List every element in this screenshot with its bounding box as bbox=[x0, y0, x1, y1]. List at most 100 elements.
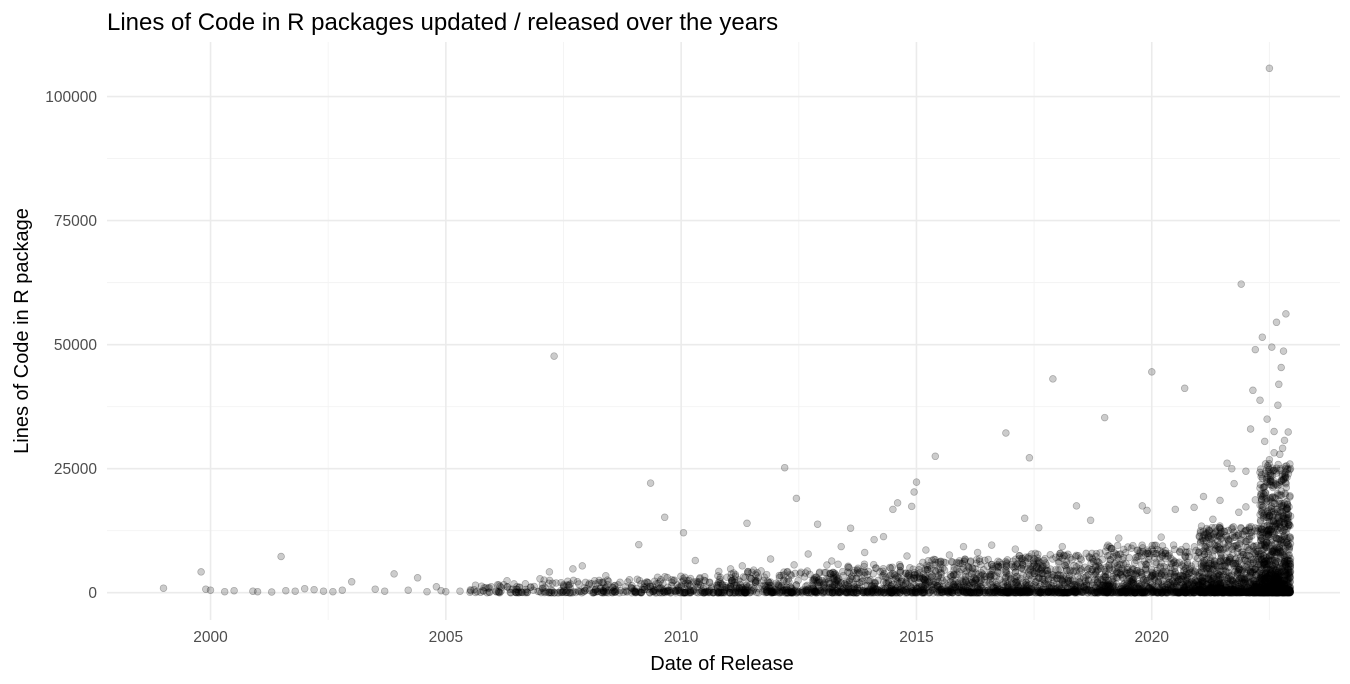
data-point bbox=[571, 588, 580, 597]
data-point bbox=[634, 587, 643, 596]
data-point bbox=[916, 562, 924, 571]
data-point bbox=[220, 587, 229, 596]
data-point bbox=[608, 583, 617, 592]
data-point bbox=[804, 550, 812, 558]
data-point bbox=[628, 588, 636, 597]
data-point bbox=[689, 587, 697, 595]
data-point bbox=[1125, 553, 1133, 562]
data-point bbox=[730, 575, 739, 584]
data-point bbox=[811, 588, 820, 596]
data-point bbox=[482, 583, 490, 592]
data-point bbox=[1245, 545, 1253, 554]
data-point bbox=[646, 588, 654, 597]
data-point bbox=[741, 588, 750, 597]
data-point bbox=[1129, 541, 1137, 550]
data-point bbox=[555, 588, 563, 597]
data-point bbox=[495, 587, 503, 596]
data-point bbox=[1279, 347, 1288, 355]
data-point bbox=[546, 588, 554, 596]
data-point bbox=[659, 579, 667, 588]
data-point bbox=[654, 580, 662, 588]
data-point bbox=[1066, 588, 1074, 596]
data-point bbox=[809, 585, 817, 593]
data-point bbox=[779, 587, 787, 595]
data-point bbox=[709, 588, 718, 597]
data-point bbox=[1272, 318, 1281, 327]
data-point bbox=[1284, 559, 1292, 568]
data-point bbox=[1275, 380, 1283, 389]
data-point bbox=[597, 584, 605, 592]
data-point bbox=[651, 588, 659, 597]
data-point bbox=[685, 580, 693, 588]
data-point bbox=[780, 463, 789, 472]
data-point bbox=[1174, 572, 1183, 580]
data-point bbox=[682, 588, 690, 597]
data-point bbox=[1265, 64, 1274, 73]
x-tick-label: 2010 bbox=[664, 629, 699, 646]
data-point bbox=[752, 571, 760, 580]
data-point bbox=[795, 588, 803, 596]
data-point bbox=[470, 585, 478, 594]
data-point bbox=[485, 584, 494, 592]
data-point bbox=[812, 587, 820, 596]
data-point bbox=[814, 586, 822, 595]
data-point bbox=[1211, 588, 1219, 596]
data-point bbox=[664, 586, 672, 594]
data-point bbox=[628, 581, 636, 590]
data-point bbox=[575, 587, 583, 596]
data-point bbox=[745, 573, 754, 582]
data-point bbox=[698, 588, 707, 597]
data-point bbox=[663, 588, 672, 596]
data-point bbox=[1158, 542, 1167, 550]
data-point bbox=[1019, 565, 1028, 574]
y-tick-label: 50000 bbox=[54, 337, 97, 354]
data-point bbox=[676, 588, 685, 597]
data-point bbox=[206, 586, 215, 594]
data-point bbox=[769, 588, 777, 596]
data-point bbox=[700, 583, 708, 591]
data-point bbox=[666, 588, 675, 597]
data-point bbox=[787, 588, 795, 597]
data-point bbox=[1281, 478, 1290, 487]
data-point bbox=[494, 587, 502, 596]
data-point bbox=[599, 586, 607, 595]
data-point bbox=[1215, 533, 1224, 541]
data-point bbox=[559, 581, 568, 589]
data-point bbox=[662, 587, 671, 596]
data-point bbox=[442, 587, 450, 596]
data-point bbox=[764, 577, 772, 585]
data-point bbox=[683, 576, 691, 585]
data-point bbox=[647, 585, 655, 593]
data-point bbox=[595, 578, 603, 587]
data-point bbox=[515, 588, 523, 597]
data-point bbox=[1195, 548, 1203, 557]
data-point bbox=[599, 579, 607, 587]
data-point bbox=[338, 586, 347, 594]
data-point bbox=[604, 586, 613, 595]
data-point bbox=[796, 570, 804, 578]
data-point bbox=[731, 588, 739, 597]
data-point bbox=[643, 578, 652, 587]
data-point bbox=[540, 576, 548, 584]
data-point bbox=[1116, 550, 1125, 558]
data-point bbox=[730, 588, 739, 597]
data-point bbox=[717, 588, 725, 597]
y-tick-label: 25000 bbox=[54, 461, 97, 478]
data-point bbox=[783, 568, 791, 576]
data-point bbox=[1148, 368, 1156, 376]
data-point bbox=[715, 588, 723, 597]
data-point bbox=[785, 578, 793, 586]
data-point bbox=[784, 586, 792, 594]
data-point bbox=[1275, 544, 1284, 552]
data-point bbox=[539, 584, 547, 592]
data-point bbox=[834, 560, 842, 569]
data-point bbox=[510, 580, 518, 588]
data-point bbox=[706, 588, 714, 597]
data-point bbox=[1002, 429, 1010, 437]
data-point bbox=[671, 587, 680, 596]
data-point bbox=[518, 588, 527, 597]
data-point bbox=[1156, 562, 1165, 571]
data-point bbox=[876, 568, 884, 576]
data-point bbox=[727, 574, 735, 582]
